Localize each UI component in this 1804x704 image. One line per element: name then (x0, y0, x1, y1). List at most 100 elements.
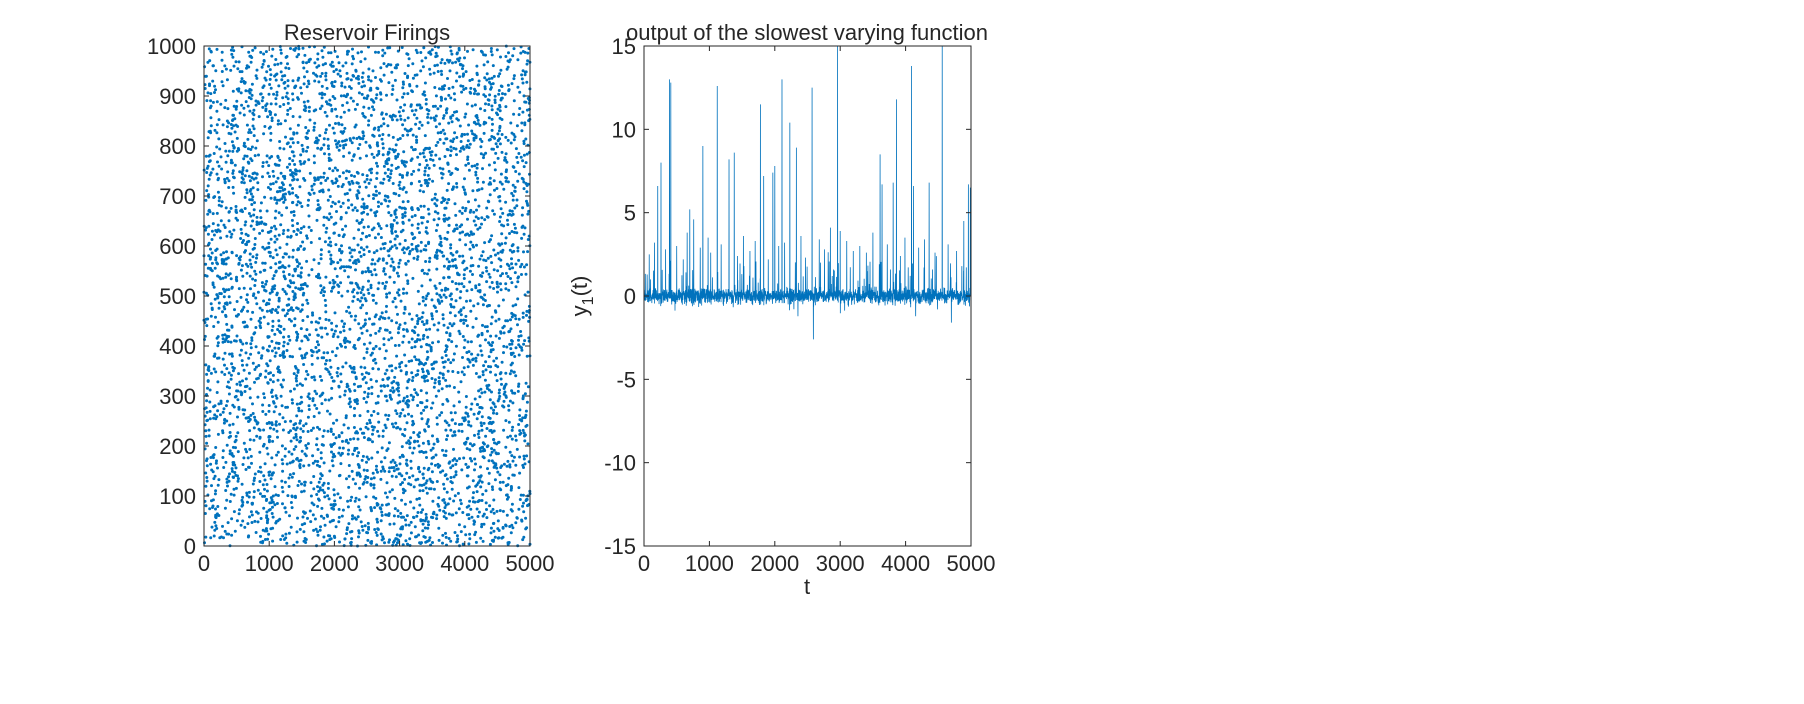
spike-point (276, 328, 280, 331)
spike-point (281, 534, 285, 538)
spike-point (510, 389, 514, 393)
spike-point (456, 118, 460, 122)
spike-point (245, 271, 249, 275)
spike-point (221, 449, 225, 453)
spike-point (479, 421, 483, 425)
spike-point (422, 190, 425, 194)
spike-point (239, 91, 243, 95)
spike-point (414, 247, 418, 251)
spike-point (406, 379, 410, 383)
spike-point (484, 338, 487, 342)
spike-point (515, 447, 519, 451)
spike-point (493, 464, 497, 468)
spike-point (288, 354, 292, 358)
spike-point (427, 425, 431, 428)
spike-point (221, 333, 225, 337)
spike-point (390, 163, 394, 167)
spike-point (312, 128, 316, 132)
spike-point (425, 294, 429, 298)
spike-point (324, 326, 327, 330)
spike-point (504, 105, 508, 109)
spike-point (397, 110, 401, 114)
spike-point (264, 109, 268, 113)
spike-point (360, 211, 364, 215)
spike-point (292, 387, 296, 391)
spike-point (282, 340, 286, 344)
spike-point (340, 431, 344, 435)
spike-point (221, 310, 224, 314)
spike-point (496, 441, 500, 444)
spike-point (320, 474, 324, 478)
spike-point (308, 118, 312, 122)
spike-point (251, 310, 255, 314)
spike-point (525, 454, 529, 458)
spike-point (296, 307, 300, 311)
spike-point (521, 81, 525, 85)
spike-point (511, 194, 515, 198)
spike-point (285, 242, 289, 246)
spike-point (298, 347, 302, 351)
spike-point (377, 149, 381, 153)
spike-point (453, 258, 457, 261)
spike-point (261, 483, 265, 487)
spike-point (254, 365, 258, 369)
spike-point (289, 389, 293, 393)
spike-point (232, 176, 236, 180)
spike-point (409, 531, 413, 535)
spike-point (274, 262, 278, 266)
spike-point (436, 440, 440, 443)
spike-point (478, 123, 482, 127)
spike-point (303, 522, 307, 526)
spike-point (308, 57, 312, 61)
spike-point (489, 428, 493, 432)
spike-point (441, 372, 445, 376)
spike-point (270, 288, 274, 291)
spike-point (315, 493, 319, 496)
spike-point (404, 462, 408, 466)
spike-point (299, 226, 303, 230)
spike-point (263, 195, 267, 199)
spike-point (353, 499, 357, 503)
spike-point (488, 542, 492, 546)
spike-point (219, 102, 223, 106)
spike-point (330, 204, 333, 208)
spike-point (511, 243, 515, 247)
spike-point (290, 506, 294, 510)
spike-point (478, 257, 482, 261)
spike-point (482, 522, 486, 526)
spike-point (261, 229, 264, 233)
spike-point (219, 253, 223, 257)
spike-point (419, 345, 423, 349)
spike-point (433, 210, 437, 214)
spike-point (431, 516, 435, 520)
spike-point (236, 477, 240, 481)
spike-point (437, 376, 441, 380)
spike-point (420, 59, 424, 63)
spike-point (467, 168, 471, 172)
spike-point (291, 255, 295, 259)
spike-point (514, 317, 518, 321)
spike-point (330, 107, 334, 111)
spike-point (490, 485, 494, 489)
spike-point (275, 90, 279, 94)
spike-point (337, 291, 341, 294)
spike-point (485, 516, 489, 520)
spike-point (454, 470, 458, 474)
spike-point (367, 387, 371, 390)
spike-point (301, 319, 305, 322)
spike-point (221, 357, 225, 361)
spike-point (520, 348, 524, 352)
spike-point (450, 324, 454, 328)
spike-point (398, 534, 402, 538)
spike-point (427, 442, 431, 446)
spike-point (408, 442, 412, 446)
spike-point (476, 403, 480, 407)
spike-point (518, 429, 522, 433)
spike-point (204, 363, 208, 367)
spike-point (327, 236, 331, 240)
spike-point (516, 161, 520, 164)
spike-point (277, 233, 281, 237)
spike-point (205, 459, 208, 463)
spike-point (358, 156, 362, 160)
spike-point (479, 387, 483, 391)
